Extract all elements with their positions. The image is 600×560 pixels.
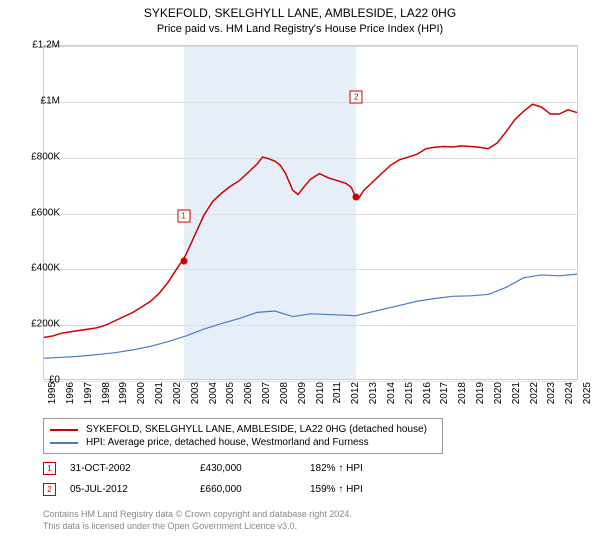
legend-item: SYKEFOLD, SKELGHYLL LANE, AMBLESIDE, LA2… [50,423,436,436]
x-axis-label: 2011 [332,382,343,412]
legend: SYKEFOLD, SKELGHYLL LANE, AMBLESIDE, LA2… [43,418,443,454]
series-price_paid [44,104,577,337]
transaction-date: 31-OCT-2002 [70,463,200,474]
transaction-marker-dot [353,193,360,200]
x-axis-label: 2007 [261,382,272,412]
x-axis-label: 2015 [404,382,415,412]
x-axis-label: 2012 [350,382,361,412]
y-axis-label: £1M [20,95,60,106]
x-axis-label: 2019 [475,382,486,412]
x-axis-label: 2008 [279,382,290,412]
chart-subtitle: Price paid vs. HM Land Registry's House … [0,20,600,35]
x-axis-label: 2022 [529,382,540,412]
y-axis-label: £800K [20,151,60,162]
transaction-marker-dot [180,257,187,264]
x-axis-label: 1995 [47,382,58,412]
legend-item: HPI: Average price, detached house, West… [50,436,436,449]
transaction-marker-label: 1 [177,209,190,222]
x-axis-label: 2020 [493,382,504,412]
x-axis-label: 2016 [422,382,433,412]
y-axis-label: £600K [20,207,60,218]
y-axis-label: £200K [20,319,60,330]
x-axis-label: 2024 [564,382,575,412]
chart-container: SYKEFOLD, SKELGHYLL LANE, AMBLESIDE, LA2… [0,0,600,560]
transaction-num-box: 1 [43,462,56,475]
transaction-table: 1 31-OCT-2002£430,000182% ↑ HPI 2 05-JUL-20… [43,458,578,500]
x-axis-label: 2023 [546,382,557,412]
x-axis-label: 2014 [386,382,397,412]
x-axis-label: 1998 [101,382,112,412]
x-axis-label: 2025 [582,382,593,412]
transaction-price: £660,000 [200,484,310,495]
chart-lines-svg [44,46,577,379]
transaction-hpi: 159% ↑ HPI [310,484,430,495]
x-axis-label: 2017 [439,382,450,412]
x-axis-label: 2003 [190,382,201,412]
x-axis-label: 2006 [243,382,254,412]
transaction-num-box: 2 [43,483,56,496]
transaction-price: £430,000 [200,463,310,474]
chart-plot-area: 12 [43,45,578,380]
x-axis-label: 2004 [208,382,219,412]
x-axis-label: 2013 [368,382,379,412]
x-axis-label: 2021 [511,382,522,412]
x-axis-label: 1999 [118,382,129,412]
transaction-row: 2 05-JUL-2012£660,000159% ↑ HPI [43,479,578,500]
footnote: Contains HM Land Registry data © Crown c… [43,508,352,532]
x-axis-label: 2000 [136,382,147,412]
x-axis-label: 1997 [83,382,94,412]
chart-title: SYKEFOLD, SKELGHYLL LANE, AMBLESIDE, LA2… [0,0,600,20]
transaction-row: 1 31-OCT-2002£430,000182% ↑ HPI [43,458,578,479]
x-axis-label: 2010 [315,382,326,412]
legend-label: HPI: Average price, detached house, West… [86,437,369,448]
x-axis-label: 2009 [297,382,308,412]
legend-swatch [50,429,78,431]
transaction-hpi: 182% ↑ HPI [310,463,430,474]
x-axis-label: 2001 [154,382,165,412]
x-axis-label: 2018 [457,382,468,412]
footnote-line2: This data is licensed under the Open Gov… [43,520,352,532]
legend-label: SYKEFOLD, SKELGHYLL LANE, AMBLESIDE, LA2… [86,424,427,435]
transaction-marker-label: 2 [350,90,363,103]
footnote-line1: Contains HM Land Registry data © Crown c… [43,508,352,520]
y-axis-label: £1.2M [20,40,60,51]
transaction-date: 05-JUL-2012 [70,484,200,495]
x-axis-label: 2005 [225,382,236,412]
legend-swatch [50,442,78,444]
y-axis-label: £400K [20,263,60,274]
x-axis-label: 2002 [172,382,183,412]
x-axis-label: 1996 [65,382,76,412]
